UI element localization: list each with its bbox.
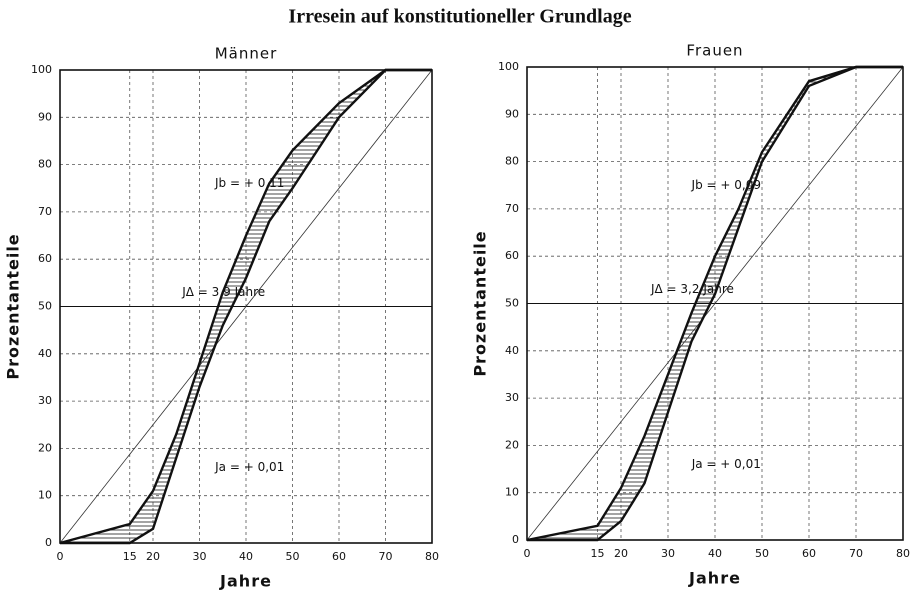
x-tick-label: 40 [239, 550, 253, 563]
y-axis-label: Prozentanteile [4, 233, 23, 379]
y-tick-label: 30 [505, 391, 519, 404]
y-tick-label: 80 [38, 158, 52, 171]
annotation: JΔ = 3,2 Jahre [650, 282, 734, 296]
panel-title: Männer [215, 45, 278, 63]
x-tick-label: 30 [661, 547, 675, 560]
x-tick-label: 50 [286, 550, 300, 563]
y-tick-label: 40 [38, 347, 52, 360]
y-tick-label: 10 [505, 486, 519, 499]
y-tick-label: 100 [498, 60, 519, 73]
y-tick-label: 50 [38, 300, 52, 313]
equality-line [59, 69, 433, 544]
x-tick-label: 80 [896, 547, 910, 560]
x-axis-label: Jahre [219, 572, 272, 591]
x-tick-label: 20 [614, 547, 628, 560]
x-tick-label: 80 [425, 550, 439, 563]
x-tick-label: 0 [524, 547, 531, 560]
x-tick-label: 40 [708, 547, 722, 560]
annotation: Ja = + 0,01 [691, 457, 761, 471]
x-tick-label: 30 [193, 550, 207, 563]
x-tick-label: 15 [123, 550, 137, 563]
annotation: JΔ = 3,9 Jahre [181, 285, 265, 299]
y-tick-label: 100 [31, 63, 52, 76]
x-tick-label: 15 [591, 547, 605, 560]
equality-line [526, 66, 904, 541]
curve [59, 68, 432, 545]
annotation: Jb = + 0,11 [214, 176, 284, 190]
curve [526, 65, 903, 542]
x-axis-label: Jahre [688, 569, 741, 588]
y-tick-label: 90 [38, 110, 52, 123]
y-tick-label: 90 [505, 107, 519, 120]
y-tick-label: 60 [505, 249, 519, 262]
annotation: Ja = + 0,01 [214, 460, 284, 474]
x-tick-label: 50 [755, 547, 769, 560]
y-tick-label: 10 [38, 489, 52, 502]
curve [527, 65, 903, 542]
y-tick-label: 30 [38, 394, 52, 407]
x-tick-label: 60 [332, 550, 346, 563]
annotation: Jb = + 0,09 [691, 178, 761, 192]
x-tick-label: 70 [849, 547, 863, 560]
y-axis-label: Prozentanteile [471, 230, 490, 376]
y-tick-label: 20 [38, 441, 52, 454]
y-tick-label: 40 [505, 344, 519, 357]
x-tick-label: 70 [379, 550, 393, 563]
x-tick-label: 20 [146, 550, 160, 563]
plot-frame [526, 66, 904, 541]
y-tick-label: 20 [505, 438, 519, 451]
y-tick-label: 70 [38, 205, 52, 218]
y-tick-label: 60 [38, 252, 52, 265]
x-tick-label: 0 [57, 550, 64, 563]
x-tick-label: 60 [802, 547, 816, 560]
y-tick-label: 80 [505, 155, 519, 168]
y-tick-label: 0 [45, 536, 52, 549]
figure-title: Irresein auf konstitutioneller Grundlage [288, 6, 631, 28]
y-tick-label: 0 [512, 533, 519, 546]
y-tick-label: 70 [505, 202, 519, 215]
panel-title: Frauen [686, 42, 743, 60]
y-tick-label: 50 [505, 297, 519, 310]
curve [60, 68, 432, 545]
plot-frame [59, 69, 433, 544]
